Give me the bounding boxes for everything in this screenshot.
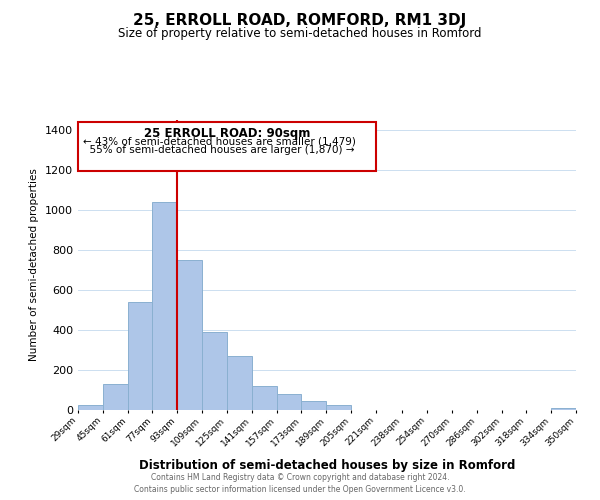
Bar (301, 401, 326, 410)
Bar (227, 356, 252, 410)
Text: 55% of semi-detached houses are larger (1,870) →: 55% of semi-detached houses are larger (… (83, 145, 354, 155)
Text: Contains public sector information licensed under the Open Government Licence v3: Contains public sector information licen… (134, 485, 466, 494)
Bar (78, 122, 376, 171)
Text: 25, ERROLL ROAD, ROMFORD, RM1 3DJ: 25, ERROLL ROAD, ROMFORD, RM1 3DJ (133, 12, 467, 28)
Text: Contains HM Land Registry data © Crown copyright and database right 2024.: Contains HM Land Registry data © Crown c… (151, 472, 449, 482)
Bar (326, 405, 351, 410)
Text: 25 ERROLL ROAD: 90sqm: 25 ERROLL ROAD: 90sqm (144, 127, 310, 140)
Bar (128, 302, 152, 410)
Bar (202, 332, 227, 410)
Y-axis label: Number of semi-detached properties: Number of semi-detached properties (29, 168, 40, 362)
Bar (252, 386, 277, 410)
X-axis label: Distribution of semi-detached houses by size in Romford: Distribution of semi-detached houses by … (139, 459, 515, 472)
Bar (152, 202, 177, 410)
Bar (177, 260, 202, 410)
Bar (78, 405, 103, 410)
Bar (277, 394, 301, 410)
Bar (551, 408, 576, 410)
Text: Size of property relative to semi-detached houses in Romford: Size of property relative to semi-detach… (118, 28, 482, 40)
Bar (103, 384, 128, 410)
Text: ← 43% of semi-detached houses are smaller (1,479): ← 43% of semi-detached houses are smalle… (83, 136, 356, 146)
